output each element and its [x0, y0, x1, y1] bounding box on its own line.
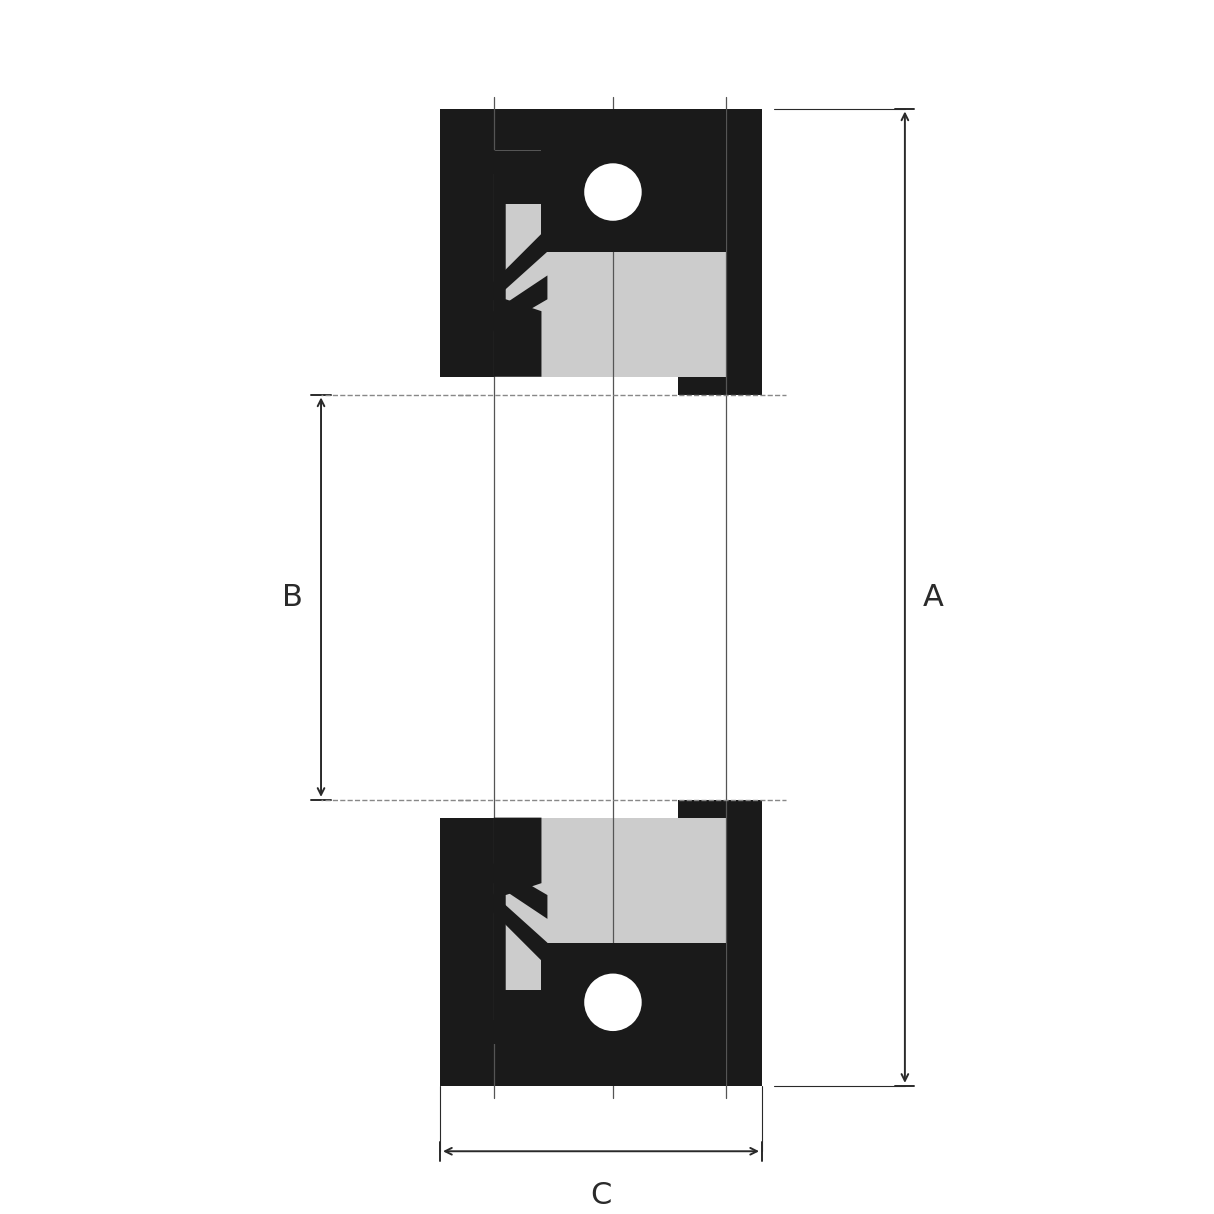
Polygon shape: [494, 817, 541, 1044]
Polygon shape: [494, 151, 541, 376]
Polygon shape: [488, 228, 548, 305]
Polygon shape: [726, 817, 762, 1044]
Polygon shape: [441, 960, 541, 1044]
Circle shape: [569, 148, 657, 237]
Circle shape: [583, 163, 642, 222]
Polygon shape: [441, 151, 494, 376]
Circle shape: [583, 972, 642, 1032]
Polygon shape: [476, 853, 548, 919]
Circle shape: [583, 163, 642, 222]
Text: C: C: [590, 1181, 612, 1210]
Polygon shape: [441, 151, 541, 234]
Polygon shape: [494, 817, 726, 1044]
Polygon shape: [726, 151, 762, 376]
Circle shape: [569, 958, 657, 1046]
Polygon shape: [476, 276, 548, 341]
Text: A: A: [923, 583, 943, 612]
Polygon shape: [441, 108, 762, 151]
Polygon shape: [679, 376, 762, 395]
Polygon shape: [541, 943, 726, 1085]
Circle shape: [569, 148, 657, 237]
Polygon shape: [441, 1044, 762, 1085]
Polygon shape: [441, 817, 494, 1044]
Polygon shape: [679, 800, 762, 817]
Polygon shape: [541, 108, 726, 251]
Text: B: B: [283, 583, 304, 612]
Polygon shape: [488, 889, 548, 966]
Polygon shape: [494, 151, 726, 376]
